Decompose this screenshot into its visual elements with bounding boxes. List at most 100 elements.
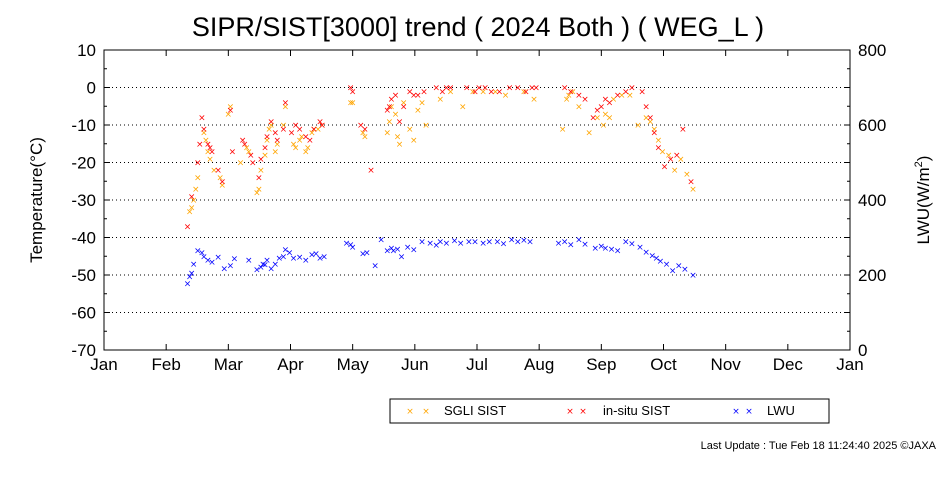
- point-sgli-sist: ×: [292, 144, 300, 154]
- point-sgli-sist: ×: [665, 151, 673, 161]
- y-axis-ticks: 10 0 -10 -20 -30 -40 -50 -60 -70: [71, 41, 850, 360]
- point-lwu: ×: [302, 256, 310, 266]
- point-sgli-sist: ×: [602, 110, 610, 120]
- x-tick-label: Nov: [711, 355, 742, 374]
- point-in-situ-sist: ×: [384, 106, 392, 116]
- point-sgli-sist: ×: [257, 166, 265, 176]
- point-lwu: ×: [636, 243, 644, 253]
- legend-marker-lwu: ×: [732, 407, 740, 417]
- point-in-situ-sist: ×: [288, 129, 296, 139]
- point-sgli-sist: ×: [186, 207, 194, 217]
- legend-marker-lwu-2: ×: [745, 407, 753, 417]
- point-sgli-sist: ×: [200, 129, 208, 139]
- point-in-situ-sist: ×: [475, 84, 483, 94]
- point-lwu: ×: [520, 236, 528, 246]
- point-sgli-sist: ×: [227, 102, 235, 112]
- point-in-situ-sist: ×: [200, 125, 208, 135]
- point-in-situ-sist: ×: [410, 91, 418, 101]
- point-in-situ-sist: ×: [439, 87, 447, 97]
- point-lwu: ×: [349, 243, 357, 253]
- legend-marker-sgli: ×: [406, 407, 414, 417]
- point-in-situ-sist: ×: [357, 121, 365, 131]
- point-sgli-sist: ×: [563, 95, 571, 105]
- point-lwu: ×: [443, 239, 451, 249]
- point-sgli-sist: ×: [447, 87, 455, 97]
- point-in-situ-sist: ×: [471, 87, 479, 97]
- point-in-situ-sist: ×: [302, 132, 310, 142]
- point-in-situ-sist: ×: [227, 106, 235, 116]
- point-in-situ-sist: ×: [532, 84, 540, 94]
- point-lwu: ×: [261, 261, 269, 271]
- y2-axis-ticks: 800 600 400 200 0: [858, 41, 886, 360]
- point-in-situ-sist: ×: [687, 177, 695, 187]
- point-sgli-sist: ×: [347, 99, 355, 109]
- point-in-situ-sist: ×: [575, 91, 583, 101]
- point-sgli-sist: ×: [392, 110, 400, 120]
- point-sgli-sist: ×: [267, 121, 275, 131]
- x-tick-label: Sep: [586, 355, 616, 374]
- point-lwu: ×: [220, 264, 228, 274]
- point-in-situ-sist: ×: [218, 177, 226, 187]
- point-in-situ-sist: ×: [447, 84, 455, 94]
- point-in-situ-sist: ×: [646, 114, 654, 124]
- point-in-situ-sist: ×: [229, 147, 237, 157]
- point-lwu: ×: [312, 250, 320, 260]
- point-in-situ-sist: ×: [414, 91, 422, 101]
- point-sgli-sist: ×: [659, 147, 667, 157]
- y2-tick-label: 200: [858, 266, 886, 285]
- point-in-situ-sist: ×: [598, 102, 606, 112]
- x-tick-label: Oct: [650, 355, 677, 374]
- point-sgli-sist: ×: [302, 147, 310, 157]
- point-sgli-sist: ×: [225, 110, 233, 120]
- point-in-situ-sist: ×: [273, 136, 281, 146]
- y2-axis-label: LWU(W/m2): [913, 156, 933, 245]
- x-axis-ticks: Jan Feb Mar Apr May Jun Jul Aug Sep Oct Nov Dec Jan: [90, 50, 864, 374]
- point-lwu: ×: [390, 247, 398, 257]
- point-in-situ-sist: ×: [310, 125, 318, 135]
- point-sgli-sist: ×: [683, 170, 691, 180]
- point-lwu: ×: [432, 241, 440, 251]
- point-sgli-sist: ×: [386, 117, 394, 127]
- point-sgli-sist: ×: [575, 102, 583, 112]
- point-sgli-sist: ×: [263, 136, 271, 146]
- point-lwu: ×: [398, 252, 406, 262]
- point-sgli-sist: ×: [565, 91, 573, 101]
- point-in-situ-sist: ×: [196, 140, 204, 150]
- point-sgli-sist: ×: [634, 121, 642, 131]
- point-in-situ-sist: ×: [347, 84, 355, 94]
- point-sgli-sist: ×: [459, 102, 467, 112]
- y-tick-label: 10: [77, 41, 96, 60]
- point-in-situ-sist: ×: [593, 106, 601, 116]
- point-in-situ-sist: ×: [406, 87, 414, 97]
- point-in-situ-sist: ×: [622, 87, 630, 97]
- point-in-situ-sist: ×: [386, 102, 394, 112]
- point-sgli-sist: ×: [188, 204, 196, 214]
- point-in-situ-sist: ×: [198, 114, 206, 124]
- point-in-situ-sist: ×: [239, 136, 247, 146]
- point-sgli-sist: ×: [479, 87, 487, 97]
- x-tick-label: Jul: [466, 355, 488, 374]
- point-in-situ-sist: ×: [214, 166, 222, 176]
- y2-axis-label-main: LWU(W/m: [914, 167, 933, 244]
- point-sgli-sist: ×: [308, 129, 316, 139]
- point-lwu: ×: [186, 273, 194, 283]
- point-lwu: ×: [320, 252, 328, 262]
- point-sgli-sist: ×: [689, 185, 697, 195]
- point-in-situ-sist: ×: [194, 159, 202, 169]
- point-lwu: ×: [290, 254, 298, 264]
- point-sgli-sist: ×: [273, 140, 281, 150]
- point-in-situ-sist: ×: [306, 136, 314, 146]
- point-lwu: ×: [198, 249, 206, 259]
- point-lwu: ×: [308, 250, 316, 260]
- y-tick-label: -70: [71, 341, 96, 360]
- point-in-situ-sist: ×: [651, 129, 659, 139]
- x-tick-label: Aug: [524, 355, 554, 374]
- legend-marker-insitu: ×: [566, 407, 574, 417]
- point-sgli-sist: ×: [245, 147, 253, 157]
- x-tick-label: Dec: [773, 355, 804, 374]
- point-lwu: ×: [190, 260, 198, 270]
- point-in-situ-sist: ×: [420, 87, 428, 97]
- point-lwu: ×: [231, 255, 239, 265]
- point-lwu: ×: [263, 256, 271, 266]
- point-in-situ-sist: ×: [241, 140, 249, 150]
